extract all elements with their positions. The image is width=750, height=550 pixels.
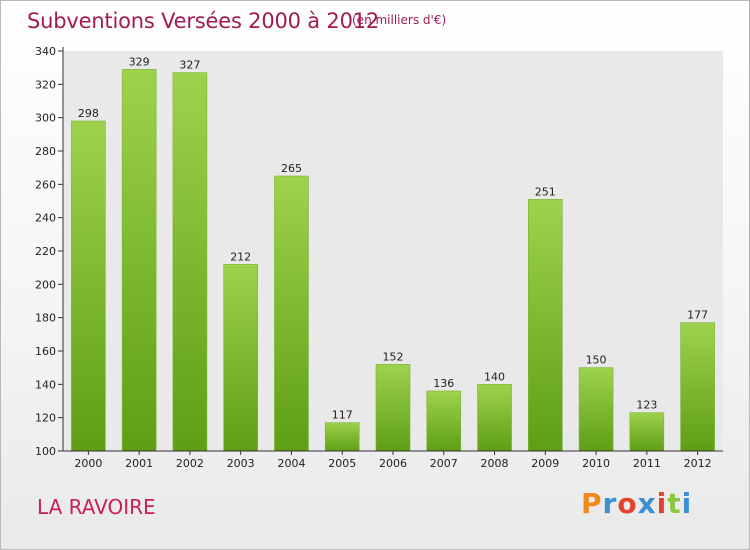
y-tick-label-200: 200: [35, 278, 56, 291]
y-tick-label-220: 220: [35, 245, 56, 258]
value-label-2000: 298: [78, 107, 99, 120]
x-tick-label-2006: 2006: [379, 457, 407, 470]
bar-2007: [426, 390, 462, 452]
x-tick-label-2010: 2010: [582, 457, 610, 470]
logo-letter: t: [667, 487, 682, 520]
value-label-2012: 177: [687, 309, 708, 322]
value-label-2004: 265: [281, 162, 302, 175]
proxiti-logo: Proxiti: [581, 487, 692, 520]
chart-subtitle: (en milliers d'€): [352, 13, 447, 27]
x-tick-label-2000: 2000: [74, 457, 102, 470]
y-tick-label-120: 120: [35, 412, 56, 425]
value-label-2006: 152: [383, 350, 404, 363]
y-tick-label-320: 320: [35, 78, 56, 91]
value-label-2009: 251: [535, 185, 556, 198]
x-tick-label-2002: 2002: [176, 457, 204, 470]
logo-letter: r: [602, 487, 618, 520]
y-tick-label-180: 180: [35, 312, 56, 325]
logo-letter: x: [637, 487, 657, 520]
y-tick-label-260: 260: [35, 178, 56, 191]
x-tick-label-2003: 2003: [227, 457, 255, 470]
y-tick-label-160: 160: [35, 345, 56, 358]
bar-2011: [629, 412, 665, 452]
x-tick-label-2007: 2007: [430, 457, 458, 470]
x-tick-label-2001: 2001: [125, 457, 153, 470]
logo-letter: i: [656, 487, 668, 520]
value-label-2003: 212: [230, 250, 251, 263]
value-label-2002: 327: [179, 59, 200, 72]
value-label-2008: 140: [484, 370, 505, 383]
y-tick-label-100: 100: [35, 445, 56, 458]
bar-2000: [71, 120, 106, 452]
value-label-2001: 329: [129, 55, 150, 68]
chart-title: Subventions Versées 2000 à 2012: [27, 9, 380, 33]
commune-name: LA RAVOIRE: [37, 495, 156, 519]
value-label-2007: 136: [433, 377, 454, 390]
x-tick-label-2004: 2004: [277, 457, 305, 470]
y-tick-label-280: 280: [35, 145, 56, 158]
bar-2010: [578, 367, 614, 452]
bars-group: 298 329 327 212 265 117 152 136 140 251 150 123 177: [71, 55, 715, 452]
x-tick-label-2008: 2008: [481, 457, 509, 470]
bar-2002: [172, 72, 208, 452]
y-tick-label-140: 140: [35, 378, 56, 391]
y-tick-label-240: 240: [35, 212, 56, 225]
y-tick-label-300: 300: [35, 112, 56, 125]
bar-2005: [324, 422, 360, 452]
bar-2009: [528, 199, 563, 452]
logo-letter: P: [581, 487, 603, 520]
bar-2004: [274, 175, 309, 452]
bar-2003: [223, 264, 258, 452]
logo-letter: o: [617, 487, 638, 520]
value-label-2010: 150: [586, 354, 607, 367]
bar-2001: [121, 69, 157, 452]
x-tick-label-2012: 2012: [684, 457, 712, 470]
bar-2008: [477, 384, 512, 452]
axes-group: 100 120 140 160 180 200 220 240 260 280 300 320 340 2…: [35, 45, 723, 470]
x-tick-label-2009: 2009: [531, 457, 559, 470]
value-label-2005: 117: [332, 409, 353, 422]
logo-letter: i: [681, 487, 693, 520]
bar-2012: [680, 322, 715, 452]
y-tick-label-340: 340: [35, 45, 56, 58]
x-tick-label-2011: 2011: [633, 457, 661, 470]
value-label-2011: 123: [636, 399, 657, 412]
bar-2006: [375, 364, 411, 452]
x-tick-label-2005: 2005: [328, 457, 356, 470]
